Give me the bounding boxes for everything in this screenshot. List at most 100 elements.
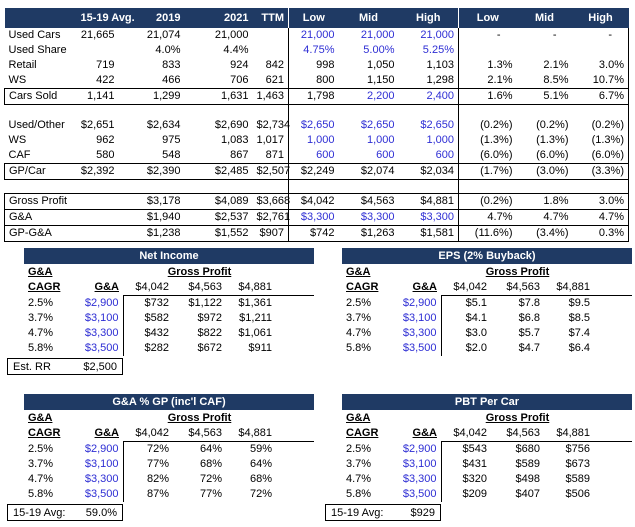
value-cell[interactable]: 1,299 xyxy=(118,88,185,105)
matrix-cell[interactable]: $5.1 xyxy=(440,295,491,311)
value-cell[interactable]: $1,238 xyxy=(118,225,185,242)
value-cell[interactable]: $3,300 xyxy=(398,209,459,226)
value-cell[interactable]: 1,298 xyxy=(426,74,454,86)
matrix-cell[interactable]: $732 xyxy=(122,295,173,311)
matrix-cell[interactable]: $506 xyxy=(565,488,590,500)
cagr-cell[interactable]: 3.7% xyxy=(28,458,54,470)
empty-cell[interactable] xyxy=(288,179,339,194)
value-cell[interactable]: 21,074 xyxy=(146,29,181,41)
ga-header[interactable]: G&A xyxy=(28,266,53,278)
value-cell[interactable]: $907 xyxy=(252,225,289,242)
gross-profit-header[interactable]: Gross Profit xyxy=(167,412,232,424)
value-cell[interactable]: $1,552 xyxy=(184,225,253,242)
empty-cell[interactable] xyxy=(68,411,123,426)
value-cell[interactable]: 466 xyxy=(162,74,181,86)
est-rr-box[interactable]: Est. RR $2,500 xyxy=(7,358,123,375)
empty-cell[interactable] xyxy=(276,472,314,487)
value-cell[interactable]: (0.2%) xyxy=(458,118,517,133)
matrix-cell[interactable]: $431 xyxy=(440,457,491,472)
gp-col-header[interactable]: $4,042 xyxy=(123,280,173,296)
column-header[interactable]: High xyxy=(398,8,459,28)
value-cell[interactable]: 1.3% xyxy=(458,58,517,73)
value-cell[interactable]: (1.7%) xyxy=(458,163,517,180)
value-cell[interactable]: (3.3%) xyxy=(572,163,629,180)
row-label[interactable]: GP-G&A xyxy=(4,225,77,242)
matrix-cell[interactable]: $4.1 xyxy=(440,311,491,326)
value-cell[interactable]: - xyxy=(552,29,557,41)
cagr-cell[interactable]: 5.8% xyxy=(28,488,54,500)
row-label[interactable]: Used Share xyxy=(8,44,67,56)
matrix-cell[interactable]: 59% xyxy=(249,443,272,455)
value-cell[interactable]: 833 xyxy=(162,59,181,71)
row-label[interactable]: CAF xyxy=(8,149,31,161)
row-label[interactable]: Used Cars xyxy=(8,29,61,41)
empty-cell[interactable] xyxy=(276,457,314,472)
cagr-cell[interactable]: 2.5% xyxy=(28,296,54,309)
empty-cell[interactable] xyxy=(594,426,632,442)
ga-cell[interactable]: $2,900 xyxy=(402,296,437,309)
value-cell[interactable]: - xyxy=(458,28,517,43)
value-cell[interactable]: 706 xyxy=(230,74,249,86)
ga-header[interactable]: G&A xyxy=(346,266,371,278)
column-header[interactable]: 2021 xyxy=(184,8,253,28)
empty-cell[interactable] xyxy=(594,341,632,356)
subtable-title[interactable]: EPS (2% Buyback) xyxy=(342,248,632,264)
value-cell[interactable]: (1.3%) xyxy=(536,134,569,146)
column-header[interactable]: Mid xyxy=(338,8,399,28)
value-cell[interactable]: 1,141 xyxy=(76,88,119,105)
value-cell[interactable]: (0.2%) xyxy=(458,193,517,210)
row-label[interactable]: G&A xyxy=(4,209,77,226)
matrix-cell[interactable]: $911 xyxy=(248,342,272,354)
gross-profit-header[interactable]: Gross Profit xyxy=(485,266,550,278)
empty-cell[interactable] xyxy=(5,105,77,119)
matrix-cell[interactable]: $282 xyxy=(122,341,173,356)
cagr-header[interactable]: CAGR xyxy=(28,281,61,294)
column-header[interactable]: Mid xyxy=(516,8,573,28)
value-cell[interactable]: $2,634 xyxy=(146,119,181,131)
value-cell[interactable]: 3.0% xyxy=(572,58,629,73)
value-cell[interactable]: 5.25% xyxy=(422,44,454,56)
empty-cell[interactable] xyxy=(594,411,632,426)
gp-col-header[interactable]: $4,042 xyxy=(441,280,491,296)
value-cell[interactable]: $4,563 xyxy=(338,193,399,210)
ga-cell[interactable]: $2,900 xyxy=(402,442,437,455)
empty-cell[interactable] xyxy=(386,265,441,280)
value-cell[interactable]: 867 xyxy=(230,149,249,161)
value-cell[interactable]: $1,263 xyxy=(338,225,399,242)
gp-col-header[interactable]: $4,563 xyxy=(173,280,226,296)
matrix-cell[interactable]: $8.5 xyxy=(568,312,590,324)
matrix-cell[interactable]: 82% xyxy=(122,472,173,487)
value-cell[interactable]: 4.7% xyxy=(516,209,573,226)
cagr-header[interactable]: CAGR xyxy=(28,427,61,440)
empty-cell[interactable] xyxy=(276,426,314,442)
matrix-cell[interactable]: 64% xyxy=(199,443,222,455)
empty-cell[interactable] xyxy=(77,105,119,119)
matrix-cell[interactable]: $756 xyxy=(565,443,590,455)
value-cell[interactable]: $2,690 xyxy=(214,119,249,131)
value-cell[interactable]: $4,042 xyxy=(288,193,339,210)
empty-cell[interactable] xyxy=(185,105,253,119)
cagr-cell[interactable]: 4.7% xyxy=(346,473,372,485)
value-cell[interactable]: (6.0%) xyxy=(458,148,517,164)
value-cell[interactable]: $2,650 xyxy=(288,118,339,133)
ga-cell[interactable]: $3,100 xyxy=(402,312,437,324)
matrix-cell[interactable]: 68% xyxy=(249,473,272,485)
value-cell[interactable]: 975 xyxy=(162,134,181,146)
value-cell[interactable]: 962 xyxy=(96,134,115,146)
value-cell[interactable]: 422 xyxy=(96,74,115,86)
matrix-cell[interactable]: $209 xyxy=(440,487,491,502)
empty-cell[interactable] xyxy=(594,311,632,326)
empty-cell[interactable] xyxy=(458,179,517,194)
row-label[interactable]: Cars Sold xyxy=(4,88,77,105)
value-cell[interactable]: 5.00% xyxy=(363,44,395,56)
value-cell[interactable] xyxy=(76,193,119,210)
matrix-cell[interactable]: $1,122 xyxy=(188,297,222,309)
value-cell[interactable]: 2.1% xyxy=(458,73,517,89)
value-cell[interactable]: 1,083 xyxy=(220,134,249,146)
value-cell[interactable]: $2,651 xyxy=(80,119,115,131)
empty-cell[interactable] xyxy=(339,180,399,194)
ga-col-header[interactable]: G&A xyxy=(412,281,437,294)
column-header[interactable]: 15-19 Avg. xyxy=(76,8,135,28)
matrix-cell[interactable]: $822 xyxy=(197,327,222,339)
matrix-cell[interactable]: 72% xyxy=(249,488,272,500)
